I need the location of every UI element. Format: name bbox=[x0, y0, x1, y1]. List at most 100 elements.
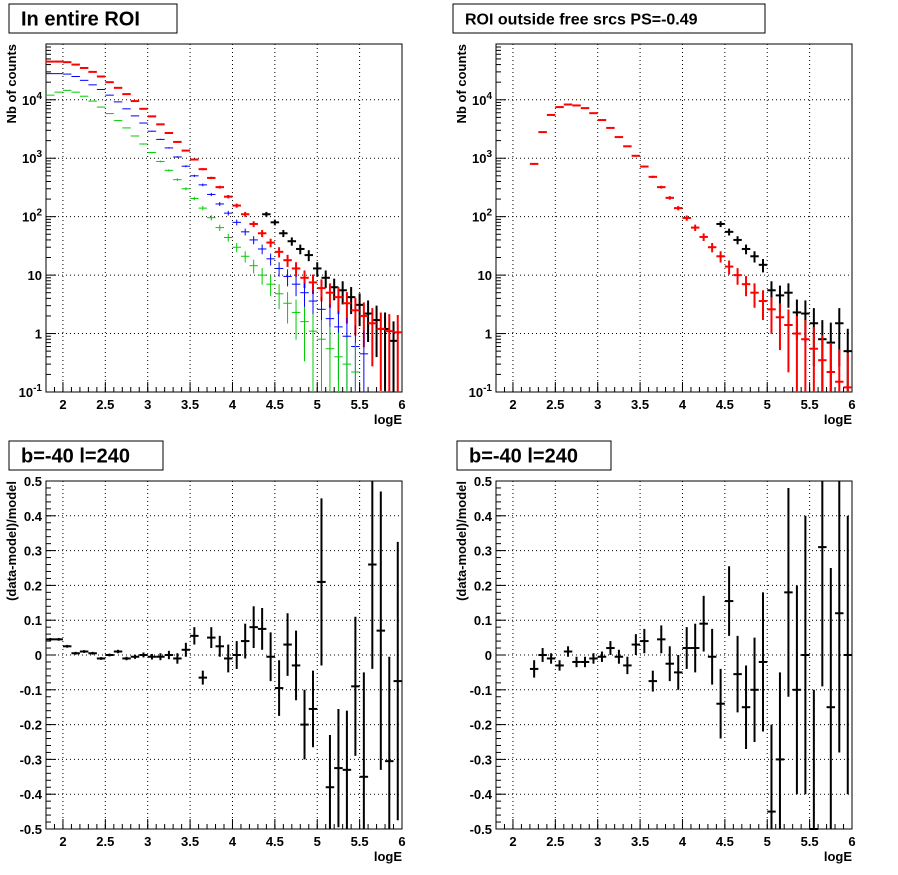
data-point bbox=[741, 665, 751, 749]
data-point bbox=[826, 568, 836, 829]
data-point bbox=[589, 112, 598, 115]
data-point bbox=[758, 592, 768, 732]
title-box bbox=[456, 440, 612, 471]
data-point bbox=[240, 211, 250, 217]
data-point bbox=[716, 221, 725, 228]
data-point bbox=[801, 515, 810, 795]
x-tick-label: 5 bbox=[314, 397, 321, 412]
data-point bbox=[648, 670, 658, 692]
data-point bbox=[325, 283, 335, 308]
x-axis-label: logE bbox=[824, 849, 852, 864]
x-tick-label: 2 bbox=[59, 834, 66, 849]
data-point bbox=[240, 228, 250, 236]
data-point bbox=[372, 305, 381, 358]
x-tick-label: 3 bbox=[144, 397, 151, 412]
data-point bbox=[338, 281, 347, 305]
data-point bbox=[792, 585, 802, 795]
data-point bbox=[317, 498, 326, 666]
title-box bbox=[8, 440, 164, 471]
data-point bbox=[249, 259, 258, 274]
data-point bbox=[215, 635, 224, 657]
data-point bbox=[291, 299, 301, 340]
data-point bbox=[266, 238, 275, 248]
y-tick-label: 0.5 bbox=[24, 474, 42, 489]
x-tick-label: 4 bbox=[229, 397, 237, 412]
x-tick-label: 6 bbox=[398, 834, 405, 849]
data-point bbox=[164, 650, 174, 660]
data-point bbox=[699, 233, 708, 242]
y-tick-label: 0.1 bbox=[474, 613, 492, 628]
data-point bbox=[606, 641, 615, 655]
data-point bbox=[300, 283, 309, 308]
data-point bbox=[257, 229, 267, 238]
chart-title: b=-40 l=240 bbox=[8, 440, 164, 471]
data-point bbox=[215, 185, 224, 189]
data-point bbox=[279, 229, 288, 238]
x-tick-label: 4 bbox=[229, 834, 237, 849]
y-tick-label: 0.2 bbox=[474, 578, 492, 593]
plot-frame bbox=[45, 43, 403, 393]
y-tick-label: 10 bbox=[478, 268, 492, 283]
data-point bbox=[215, 202, 224, 207]
x-tick-label: 5.5 bbox=[801, 397, 819, 412]
y-tick-label: 1 bbox=[35, 327, 42, 342]
data-point bbox=[274, 247, 284, 258]
data-point bbox=[105, 113, 114, 115]
title-box bbox=[452, 3, 766, 34]
data-point bbox=[758, 258, 768, 273]
y-tick-label: 103 bbox=[472, 149, 492, 166]
data-point bbox=[173, 140, 182, 143]
data-point bbox=[784, 487, 793, 697]
data-point bbox=[614, 136, 624, 139]
data-point bbox=[690, 623, 700, 673]
title-text: b=-40 l=240 bbox=[469, 446, 578, 468]
data-point bbox=[270, 219, 280, 226]
data-point bbox=[262, 211, 271, 217]
y-tick-label: -0.1 bbox=[20, 683, 42, 698]
data-point bbox=[741, 276, 751, 297]
y-tick-label: 102 bbox=[22, 208, 42, 225]
x-tick-label: 2.5 bbox=[546, 834, 564, 849]
data-point bbox=[224, 194, 233, 199]
data-point bbox=[232, 219, 241, 226]
data-point bbox=[198, 168, 208, 171]
data-point bbox=[249, 221, 258, 228]
data-point bbox=[181, 149, 191, 152]
data-point bbox=[266, 253, 275, 266]
data-point bbox=[173, 156, 182, 158]
data-point bbox=[682, 215, 691, 221]
y-tick-label: 0.2 bbox=[24, 578, 42, 593]
data-point bbox=[733, 236, 742, 245]
data-point bbox=[249, 236, 258, 245]
data-point bbox=[546, 113, 556, 116]
data-point bbox=[614, 649, 624, 664]
y-tick-label: 10-1 bbox=[469, 383, 493, 400]
data-point bbox=[818, 481, 827, 687]
data-point bbox=[809, 327, 819, 392]
y-tick-label: -0.2 bbox=[20, 718, 42, 733]
data-point bbox=[96, 106, 106, 108]
data-point bbox=[809, 689, 819, 830]
x-tick-label: 5.5 bbox=[351, 397, 369, 412]
data-point bbox=[79, 650, 89, 653]
data-point bbox=[325, 735, 335, 829]
data-point bbox=[190, 158, 199, 161]
data-point bbox=[113, 120, 123, 122]
y-tick-label: 0 bbox=[485, 648, 492, 663]
chart-title: ROI outside free srcs PS=-0.49 bbox=[452, 3, 766, 34]
data-point bbox=[563, 103, 573, 106]
x-tick-label: 2 bbox=[59, 397, 66, 412]
title-box bbox=[8, 3, 178, 34]
y-tick-label: 103 bbox=[22, 149, 42, 166]
data-point bbox=[130, 100, 140, 103]
x-tick-label: 5 bbox=[314, 834, 321, 849]
data-point bbox=[843, 352, 852, 392]
data-point bbox=[563, 646, 573, 657]
y-tick-label: 102 bbox=[472, 208, 492, 225]
data-point bbox=[733, 635, 742, 713]
data-point bbox=[724, 566, 734, 636]
data-point bbox=[156, 138, 165, 140]
data-point bbox=[385, 656, 394, 829]
data-point bbox=[181, 642, 191, 657]
data-point bbox=[640, 628, 649, 654]
